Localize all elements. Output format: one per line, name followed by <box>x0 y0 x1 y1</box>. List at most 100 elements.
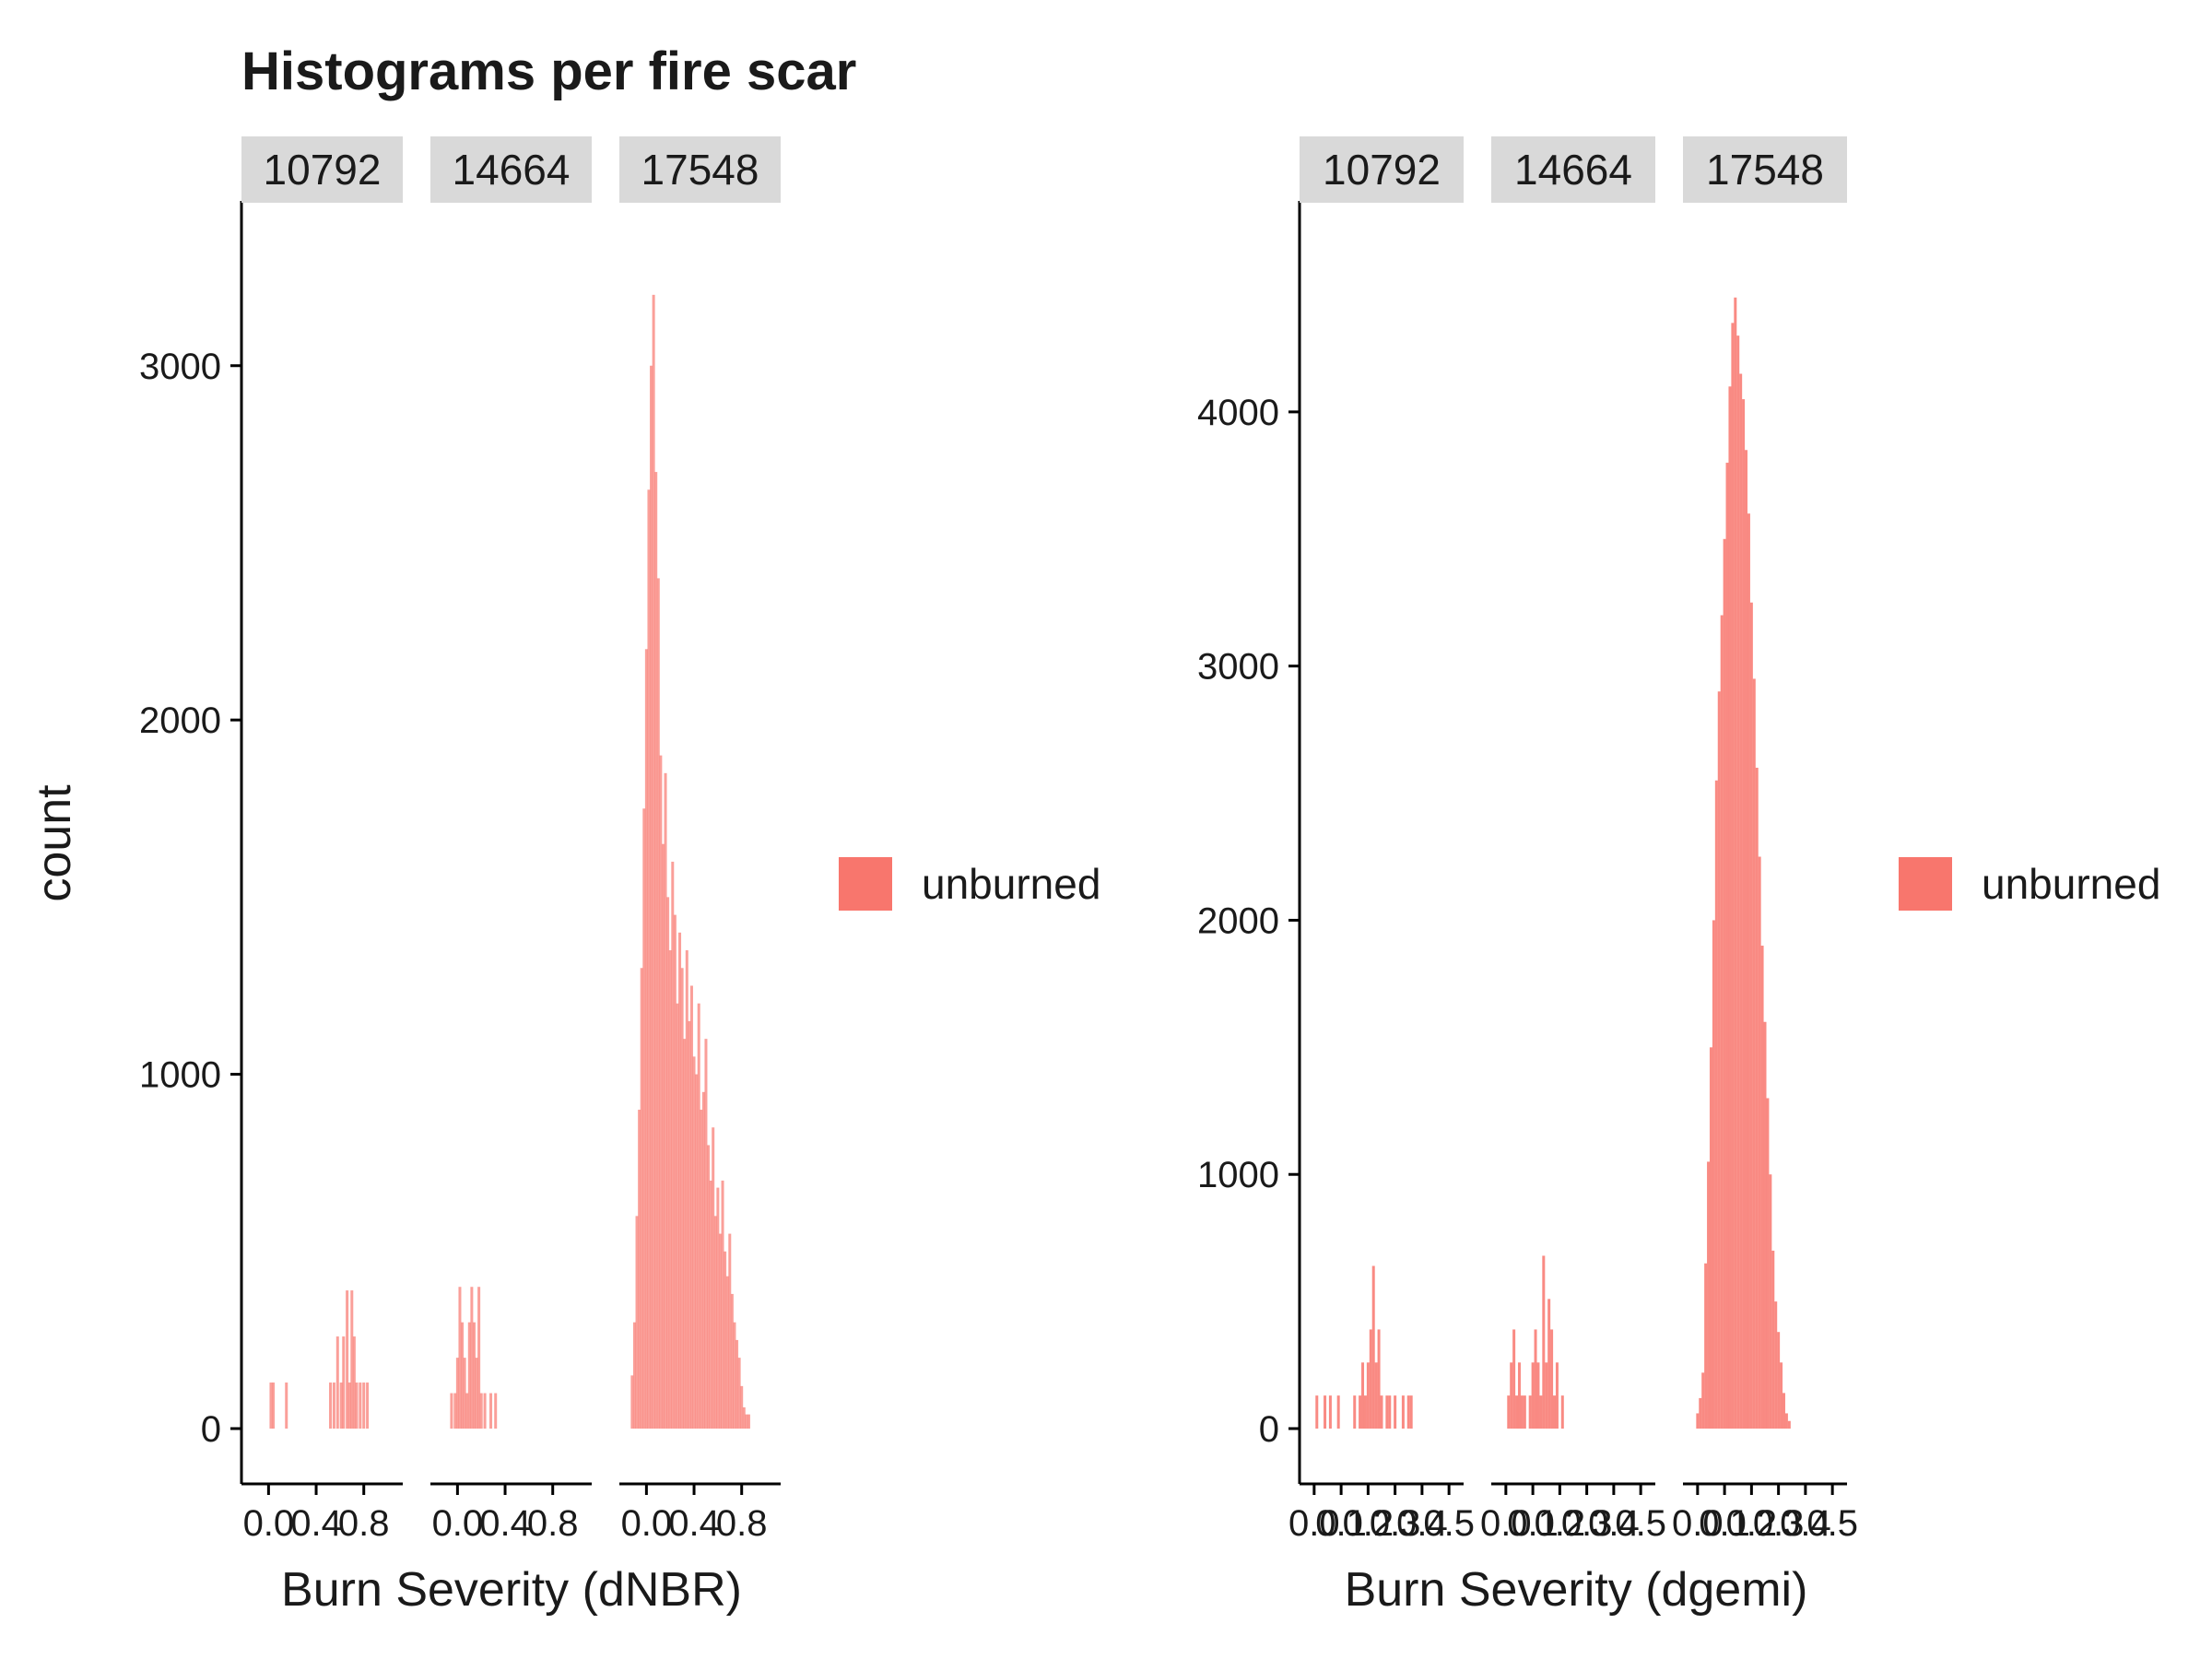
y-tick-label: 0 <box>201 1409 221 1450</box>
histogram-bar <box>1707 1161 1711 1429</box>
histogram-bar <box>1782 1393 1785 1429</box>
histogram-bar <box>709 1180 712 1429</box>
x-tick-label: 0.4 <box>1396 1503 1448 1544</box>
facet-strip <box>619 136 781 203</box>
histogram-bar <box>745 1414 748 1429</box>
histogram-bar <box>1359 1395 1362 1429</box>
histogram-bar <box>747 1414 750 1429</box>
histogram-bar <box>635 1216 639 1429</box>
x-tick-label: 0.5 <box>1615 1503 1666 1544</box>
histogram-bar <box>740 1385 744 1429</box>
histogram-bar <box>701 1091 705 1429</box>
histogram-bar <box>721 1180 724 1429</box>
histogram-bar <box>1542 1255 1546 1429</box>
histogram-bar <box>689 985 693 1429</box>
x-tick-label: 0.1 <box>1699 1503 1750 1544</box>
x-tick-label: 0.8 <box>716 1503 768 1544</box>
histogram-bar <box>1755 767 1759 1429</box>
histogram-bar <box>1545 1362 1548 1429</box>
histogram-bar <box>1780 1362 1783 1429</box>
y-tick-label: 1000 <box>1197 1155 1279 1195</box>
facet-strip-label: 17548 <box>1706 146 1824 194</box>
histogram-bar <box>1696 1413 1700 1429</box>
histogram-bar <box>1369 1329 1372 1429</box>
histogram-bar <box>489 1393 493 1429</box>
histogram-bar <box>735 1339 739 1429</box>
histogram-bar <box>1709 1047 1712 1429</box>
y-tick-label: 0 <box>1259 1409 1279 1450</box>
histogram-bar <box>692 1056 696 1429</box>
histogram-bar <box>1736 335 1740 1429</box>
histogram-bar <box>272 1382 276 1429</box>
histogram-bar <box>1739 373 1743 1429</box>
y-tick-label: 1000 <box>139 1055 221 1096</box>
histogram-bar <box>647 489 651 1429</box>
histogram-bar <box>483 1393 487 1429</box>
facet-strip <box>1491 136 1655 203</box>
histogram-bar <box>1723 538 1726 1429</box>
facet-strip-label: 14664 <box>453 146 571 194</box>
x-tick-label: 0.8 <box>527 1503 579 1544</box>
x-tick-label: 0.3 <box>1753 1503 1805 1544</box>
facet-strip-label: 10792 <box>264 146 382 194</box>
histogram-bar <box>1507 1395 1511 1429</box>
histogram-bar <box>733 1322 736 1429</box>
histogram-bar <box>1712 920 1715 1429</box>
plot-title: Histograms per fire scar <box>241 41 856 101</box>
histogram-bar <box>716 1187 720 1429</box>
histogram-bar <box>1774 1301 1778 1429</box>
histogram-bar <box>1734 297 1737 1429</box>
histogram-bar <box>494 1393 498 1429</box>
histogram-bar <box>332 1382 335 1429</box>
x-tick-label: 0.0 <box>243 1503 295 1544</box>
x-tick-label: 0.5 <box>1423 1503 1475 1544</box>
histogram-bar <box>1720 615 1724 1429</box>
histogram-bar <box>1385 1395 1389 1429</box>
histogram-bar <box>1555 1362 1559 1429</box>
x-tick-label: 0.0 <box>432 1503 484 1544</box>
histogram-bar <box>678 932 682 1429</box>
legend-swatch <box>839 857 892 911</box>
histogram-bar <box>350 1290 354 1429</box>
histogram-bar <box>285 1382 288 1429</box>
histogram-bar <box>661 843 665 1429</box>
histogram-bar <box>1534 1329 1537 1429</box>
histogram-bar <box>728 1233 732 1429</box>
x-tick-label: 0.4 <box>668 1503 720 1544</box>
facet-strip-label: 10792 <box>1323 146 1441 194</box>
y-tick-label: 3000 <box>1197 647 1279 688</box>
histogram-bar <box>704 1039 708 1429</box>
x-tick-label: 0.4 <box>1588 1503 1640 1544</box>
histogram-bar <box>1536 1362 1540 1429</box>
histogram-bar <box>347 1382 351 1429</box>
histogram-bar <box>339 1382 343 1429</box>
histogram-bar <box>1725 463 1729 1429</box>
histogram-bar <box>712 1127 715 1429</box>
histogram-bar <box>1523 1395 1526 1429</box>
histogram-bar <box>1699 1397 1702 1429</box>
histogram-bar <box>676 1003 679 1429</box>
histogram-bar <box>632 1322 636 1429</box>
histogram-bar <box>685 950 688 1429</box>
histogram-bar <box>366 1382 370 1429</box>
x-tick-label: 0.0 <box>1288 1503 1340 1544</box>
facet-strip <box>241 136 403 203</box>
histogram-bar <box>359 1382 362 1429</box>
histogram-bar <box>659 755 663 1429</box>
x-tick-label: 0.4 <box>1780 1503 1831 1544</box>
histogram-bar <box>475 1358 478 1429</box>
histogram-bar <box>1324 1395 1327 1429</box>
histogram-bar <box>1366 1362 1370 1429</box>
x-tick-label: 0.4 <box>290 1503 342 1544</box>
facet-strip <box>430 136 592 203</box>
histogram-bar <box>1539 1395 1543 1429</box>
histogram-bar <box>1742 399 1746 1429</box>
histogram-bar <box>688 1020 691 1429</box>
x-tick-label: 0.3 <box>1370 1503 1421 1544</box>
histogram-bar <box>470 1287 474 1429</box>
x-tick-label: 0.0 <box>621 1503 673 1544</box>
x-tick-label: 0.1 <box>1315 1503 1367 1544</box>
histogram-bar <box>666 897 670 1429</box>
histogram-bar <box>1745 450 1748 1429</box>
